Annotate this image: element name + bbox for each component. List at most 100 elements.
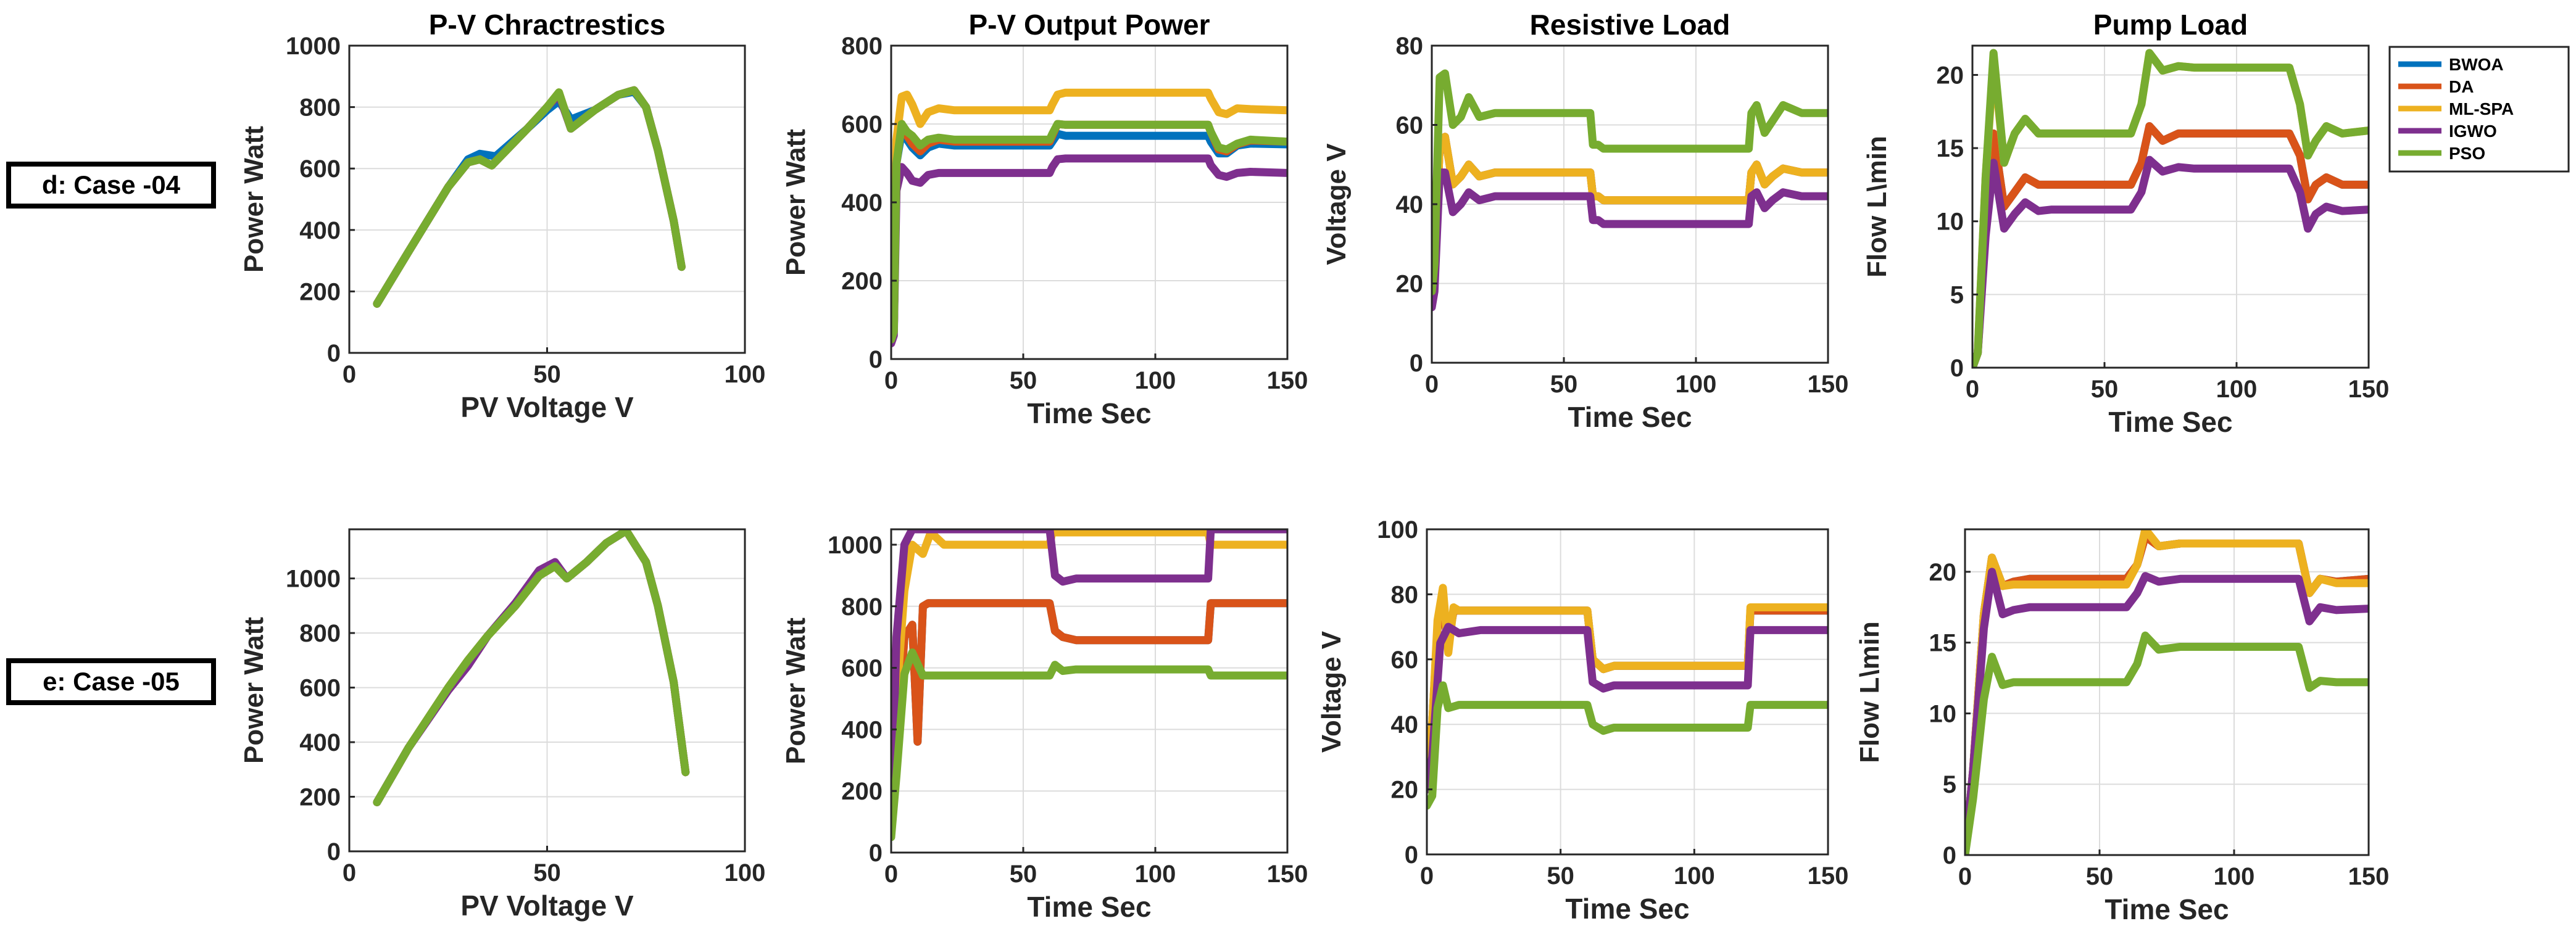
y-tick-label: 600 <box>841 111 883 138</box>
x-tick-label: 100 <box>725 361 766 388</box>
plot-area <box>1427 529 1828 854</box>
x-tick-label: 150 <box>1808 371 1849 398</box>
y-tick-label: 10 <box>1929 700 1957 727</box>
series-group <box>373 529 690 806</box>
y-tick-label: 40 <box>1396 191 1424 218</box>
y-tick-label: 400 <box>299 729 341 756</box>
x-tick-label: 50 <box>533 859 561 886</box>
legend-label-pso: PSO <box>2449 144 2485 163</box>
x-tick-label: 0 <box>1958 863 1972 890</box>
x-tick-label: 100 <box>2214 863 2255 890</box>
y-tick-label: 600 <box>299 675 341 702</box>
y-tick-label: 200 <box>299 278 341 305</box>
y-tick-label: 400 <box>841 189 883 217</box>
series-line-pso <box>1972 49 2369 368</box>
y-tick-label: 1000 <box>286 33 341 60</box>
y-tick-label: 0 <box>1410 350 1423 377</box>
y-tick-label: 800 <box>299 94 341 122</box>
chart-pump-case05: 0 50 100 150 0 5 10 15 20 Time Sec Flow L\min <box>1855 528 2389 925</box>
y-tick-label: 20 <box>1391 777 1419 804</box>
x-tick-label: 0 <box>1425 371 1439 398</box>
y-tick-label: 20 <box>1937 62 1964 89</box>
x-axis-label: PV Voltage V <box>460 890 634 922</box>
series-line-pso <box>891 648 1287 841</box>
x-tick-label: 0 <box>343 361 356 388</box>
chart-title: Resistive Load <box>1530 9 1730 41</box>
y-axis-label: Power Watt <box>781 129 811 276</box>
x-tick-label: 100 <box>2216 376 2258 403</box>
x-axis-label: PV Voltage V <box>460 391 634 423</box>
y-axis-label: Power Watt <box>239 126 269 273</box>
series-line-igwo <box>1427 622 1828 794</box>
y-tick-label: 200 <box>841 268 883 295</box>
series-line-pso <box>891 120 1287 344</box>
x-tick-label: 0 <box>884 367 898 394</box>
y-tick-label: 5 <box>1950 281 1964 308</box>
axes-box <box>1964 528 2370 856</box>
y-tick-label: 15 <box>1937 135 1964 162</box>
y-tick-label: 200 <box>299 784 341 811</box>
chart-pv-output-case05: 0 50 100 150 0 200 400 600 800 1000 Time Sec Power … <box>781 528 1308 923</box>
legend: BWOA DA ML-SPA IGWO PSO <box>2388 46 2570 173</box>
series-line-da <box>1972 122 2369 368</box>
x-axis-label: Time Sec <box>1565 893 1689 925</box>
plot-area <box>891 529 1287 853</box>
series-line-igwo <box>891 529 1287 832</box>
series-line-pso <box>1427 681 1828 810</box>
y-tick-label: 20 <box>1929 559 1957 586</box>
y-axis-label: Power Watt <box>239 617 269 764</box>
y-tick-label: 600 <box>841 655 883 682</box>
x-tick-label: 100 <box>1135 367 1176 394</box>
y-tick-label: 0 <box>327 340 341 367</box>
chart-resistive-case05: 0 50 100 150 0 20 40 60 80 100 Time Sec Voltage V <box>1316 516 1848 925</box>
y-tick-label: 800 <box>299 620 341 647</box>
y-tick-label: 0 <box>1943 842 1956 869</box>
x-tick-label: 50 <box>1010 367 1037 394</box>
chart-resistive-case04: 0 50 100 150 0 20 40 60 80 Resistive Load Time Sec… <box>1321 9 1848 433</box>
row-label-case-04-text: d: Case -04 <box>41 170 181 199</box>
y-tick-label: 0 <box>869 840 883 867</box>
y-tick-label: 15 <box>1929 630 1957 657</box>
series-line-igwo <box>891 154 1287 348</box>
x-tick-label: 0 <box>1420 862 1434 890</box>
series-group <box>1432 69 1828 312</box>
x-tick-label: 50 <box>1550 371 1578 398</box>
series-line-pso <box>373 529 690 806</box>
chart-pv-output-case04: 0 50 100 150 0 200 400 600 800 P-V Output Power Ti… <box>781 9 1308 429</box>
y-tick-label: 40 <box>1391 711 1419 738</box>
series-line-igwo <box>1432 168 1828 312</box>
row-label-case-05: e: Case -05 <box>6 658 216 705</box>
x-axis-label: Time Sec <box>2104 893 2229 925</box>
x-axis-label: Time Sec <box>1027 397 1151 429</box>
x-tick-label: 0 <box>884 861 898 888</box>
series-group <box>891 88 1287 348</box>
y-tick-label: 800 <box>841 33 883 60</box>
y-tick-label: 60 <box>1396 112 1424 139</box>
series-group <box>373 86 686 308</box>
series-line-ml-spa <box>1432 133 1828 308</box>
y-tick-label: 0 <box>869 346 883 373</box>
y-tick-label: 200 <box>841 778 883 805</box>
x-tick-label: 50 <box>2086 863 2114 890</box>
y-tick-label: 800 <box>841 593 883 621</box>
x-tick-label: 0 <box>343 859 356 886</box>
chart-title: P-V Output Power <box>969 9 1210 41</box>
y-tick-label: 80 <box>1391 581 1419 608</box>
x-tick-label: 100 <box>1674 862 1715 890</box>
series-line-da <box>891 599 1287 826</box>
y-tick-label: 1000 <box>828 532 883 559</box>
y-tick-label: 80 <box>1396 33 1424 60</box>
series-line-ml-spa <box>1427 584 1828 794</box>
x-tick-label: 100 <box>725 859 766 886</box>
y-tick-label: 400 <box>841 716 883 743</box>
legend-label-ml-spa: ML-SPA <box>2449 99 2514 118</box>
series-group <box>891 529 1287 841</box>
x-tick-label: 100 <box>1676 371 1717 398</box>
y-axis-label: Flow L\min <box>1855 621 1885 763</box>
y-tick-label: 100 <box>1377 516 1418 543</box>
x-axis-label: Time Sec <box>1568 401 1692 433</box>
axes-box <box>890 528 1289 854</box>
chart-title: Pump Load <box>2093 9 2248 41</box>
